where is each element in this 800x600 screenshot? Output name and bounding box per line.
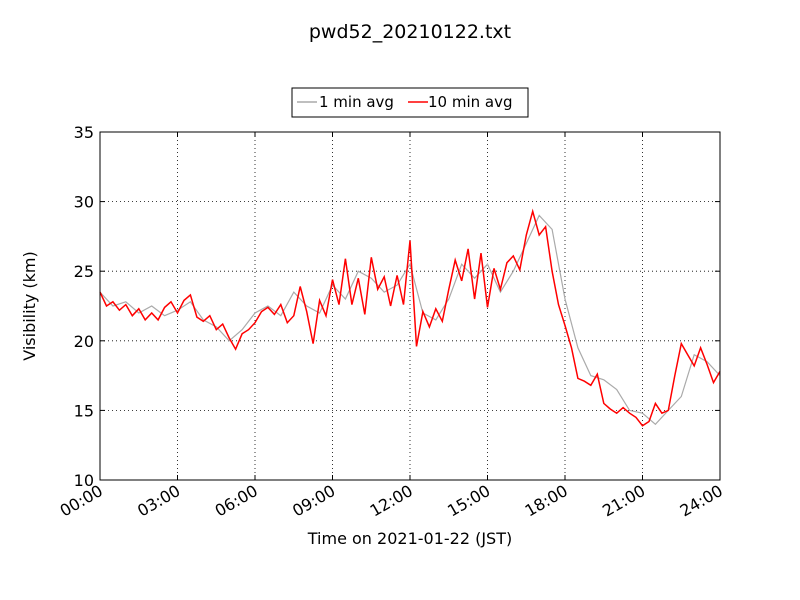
x-tick-label: 06:00 <box>212 481 261 521</box>
y-tick-label: 20 <box>74 332 94 351</box>
y-axis-ticks: 10 15 20 25 30 35 <box>74 123 720 490</box>
x-tick-label: 21:00 <box>599 481 648 521</box>
series-1-min-avg <box>99 214 721 426</box>
x-axis-label: Time on 2021-01-22 (JST) <box>307 529 512 548</box>
x-tick-label: 03:00 <box>134 481 183 521</box>
series-line-1-min-avg <box>99 214 721 426</box>
x-tick-label: 18:00 <box>522 481 571 521</box>
legend-label-10-min-avg: 10 min avg <box>428 93 513 111</box>
y-tick-label: 10 <box>74 471 94 490</box>
series-10-min-avg <box>99 208 721 427</box>
legend: 1 min avg 10 min avg <box>291 87 529 118</box>
y-tick-label: 15 <box>74 401 94 420</box>
x-tick-label: 09:00 <box>289 481 338 521</box>
y-tick-label: 35 <box>74 123 94 142</box>
x-tick-label: 15:00 <box>444 481 493 521</box>
grid-lines <box>100 132 720 480</box>
y-tick-label: 25 <box>74 262 94 281</box>
chart-title: pwd52_20210122.txt <box>309 21 511 43</box>
series-line-10-min-avg <box>99 208 721 427</box>
x-tick-label: 24:00 <box>677 481 726 521</box>
y-axis-label: Visibility (km) <box>20 251 39 360</box>
x-axis-ticks: 00:00 03:00 06:00 09:00 12:00 15:00 18:00 21:00… <box>57 132 726 521</box>
x-tick-label: 12:00 <box>367 481 416 521</box>
legend-label-1-min-avg: 1 min avg <box>319 93 394 111</box>
y-tick-label: 30 <box>74 193 94 212</box>
